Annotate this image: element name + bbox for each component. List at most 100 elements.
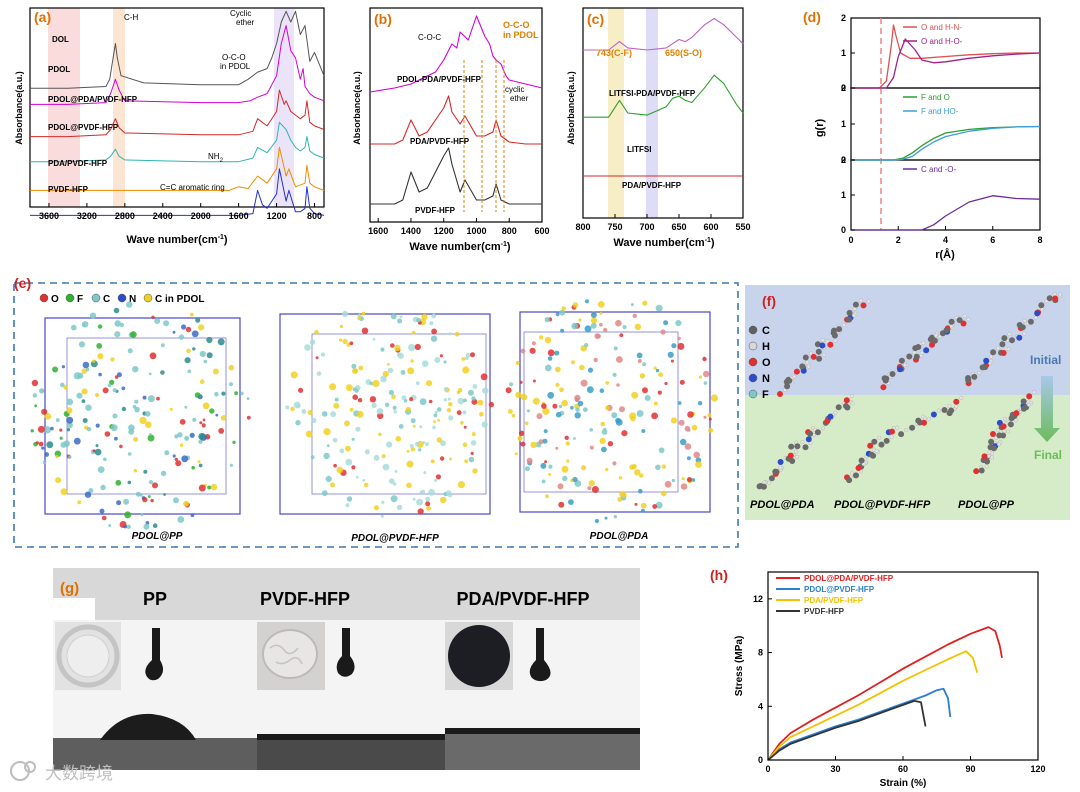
atom — [548, 464, 553, 469]
atom — [677, 342, 685, 350]
atom — [989, 354, 994, 359]
legend-label: F and O — [921, 93, 950, 102]
atom — [915, 344, 922, 350]
legend-atom-icon — [748, 357, 758, 367]
atom — [867, 442, 874, 449]
atom — [630, 416, 636, 422]
atom — [981, 453, 988, 460]
atom — [1008, 415, 1015, 422]
final-label: Final — [1034, 448, 1062, 462]
droplet — [145, 628, 164, 681]
atom — [604, 516, 608, 520]
annotation-nh2: NH2 — [208, 152, 224, 164]
atom — [605, 381, 610, 385]
atom — [114, 375, 119, 379]
atom — [619, 406, 625, 413]
atom — [1020, 398, 1027, 405]
atom — [46, 441, 54, 449]
atom — [448, 402, 453, 407]
atom — [953, 398, 960, 405]
atom — [185, 326, 192, 333]
atom — [55, 477, 62, 484]
atom — [555, 312, 560, 317]
x-tick-label: 800 — [575, 222, 590, 232]
caption: PDOL@PP — [958, 499, 1015, 511]
atom — [145, 421, 152, 429]
atom — [889, 434, 894, 439]
atom — [634, 502, 638, 506]
atom — [305, 430, 313, 438]
atom — [372, 337, 376, 341]
atom — [594, 333, 601, 339]
atom — [679, 379, 685, 385]
atom — [525, 466, 530, 472]
atom — [708, 417, 712, 421]
atom — [477, 399, 484, 406]
atom — [536, 413, 543, 420]
atom — [139, 493, 143, 497]
atom — [471, 432, 476, 437]
atom — [562, 475, 568, 482]
atom — [488, 401, 495, 408]
atom — [768, 475, 775, 482]
atom — [693, 451, 700, 459]
atom — [642, 362, 647, 367]
legend-label: H — [762, 341, 770, 353]
atom — [559, 387, 564, 393]
atom — [526, 409, 531, 413]
atom — [703, 381, 708, 385]
atom — [824, 418, 831, 425]
atom — [390, 313, 397, 320]
atom — [43, 426, 52, 434]
atom — [599, 322, 603, 327]
atom — [411, 330, 416, 335]
atom — [89, 312, 97, 319]
atom — [1002, 416, 1007, 421]
atom — [175, 460, 182, 467]
atom — [639, 373, 646, 379]
legend-label: PVDF-HFP — [804, 607, 845, 616]
atom — [889, 428, 895, 435]
atom — [336, 466, 344, 474]
atom — [603, 327, 608, 333]
atom — [382, 463, 390, 471]
atom — [301, 409, 307, 414]
atom — [921, 341, 926, 345]
atom — [613, 515, 617, 519]
atom — [81, 399, 86, 403]
atom — [405, 406, 411, 412]
atom — [800, 440, 805, 445]
atom — [896, 366, 903, 373]
atom — [1020, 405, 1027, 412]
highlight-band — [608, 8, 624, 218]
atom — [394, 344, 401, 352]
x-tick-label: 4 — [943, 235, 948, 245]
atom — [68, 455, 72, 459]
atom — [290, 371, 298, 379]
atom — [607, 441, 614, 447]
atom — [948, 407, 955, 414]
annotation-cyclic: Cyclic — [230, 9, 251, 18]
atom — [545, 494, 549, 499]
atom — [836, 326, 843, 333]
atom — [145, 411, 151, 417]
atom — [930, 411, 937, 418]
atom — [353, 368, 359, 373]
caption: PDOL@PP — [132, 531, 183, 542]
atom — [548, 473, 552, 476]
atom — [852, 306, 857, 311]
atom — [149, 433, 152, 436]
atom — [1007, 332, 1012, 337]
atom — [636, 410, 644, 417]
atom — [990, 455, 995, 460]
atom — [63, 385, 68, 390]
atom — [883, 437, 890, 444]
atom — [777, 391, 783, 397]
atom — [611, 412, 618, 419]
y-tick-label: 2 — [841, 155, 846, 165]
atom — [541, 403, 547, 409]
separator-ring — [56, 624, 120, 688]
atom — [1033, 315, 1038, 320]
simulation-box — [519, 311, 711, 513]
atom — [1007, 421, 1014, 428]
